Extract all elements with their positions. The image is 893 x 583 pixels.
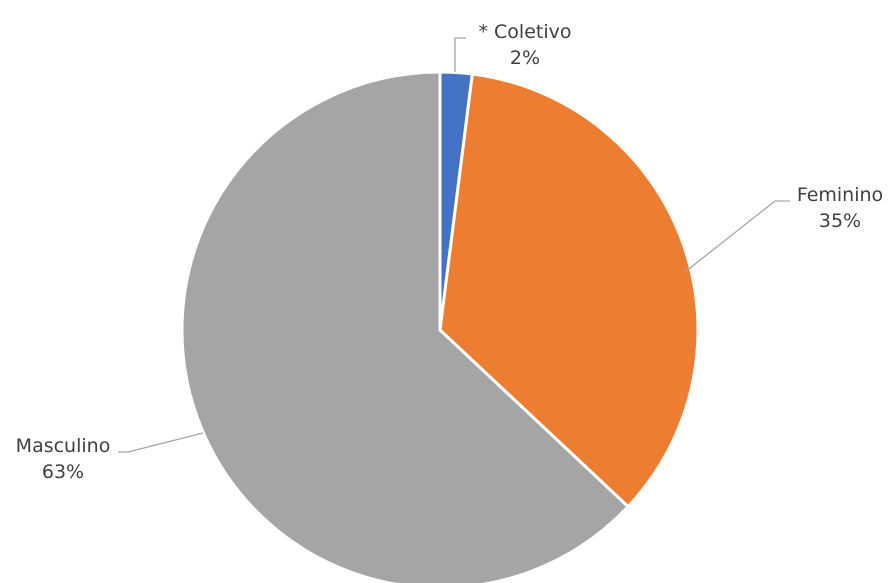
data-label-feminino-name: Feminino <box>797 184 883 206</box>
data-label-coletivo-name: * Coletivo <box>479 21 572 43</box>
leader-line-feminino <box>684 200 790 273</box>
data-labels: * Coletivo 2% Feminino 35% Masculino 63% <box>16 21 884 483</box>
leader-line-coletivo <box>454 37 466 72</box>
data-label-masculino-name: Masculino <box>16 435 111 457</box>
leader-lines <box>118 37 790 453</box>
pie-slice-masculino <box>180 70 630 583</box>
pie-slices <box>180 70 700 583</box>
pie-slice-feminino <box>438 72 700 509</box>
leader-line-masculino <box>118 432 204 453</box>
data-label-masculino-value: 63% <box>42 461 84 483</box>
data-label-coletivo-value: 2% <box>510 47 540 69</box>
data-label-feminino-value: 35% <box>819 210 861 232</box>
